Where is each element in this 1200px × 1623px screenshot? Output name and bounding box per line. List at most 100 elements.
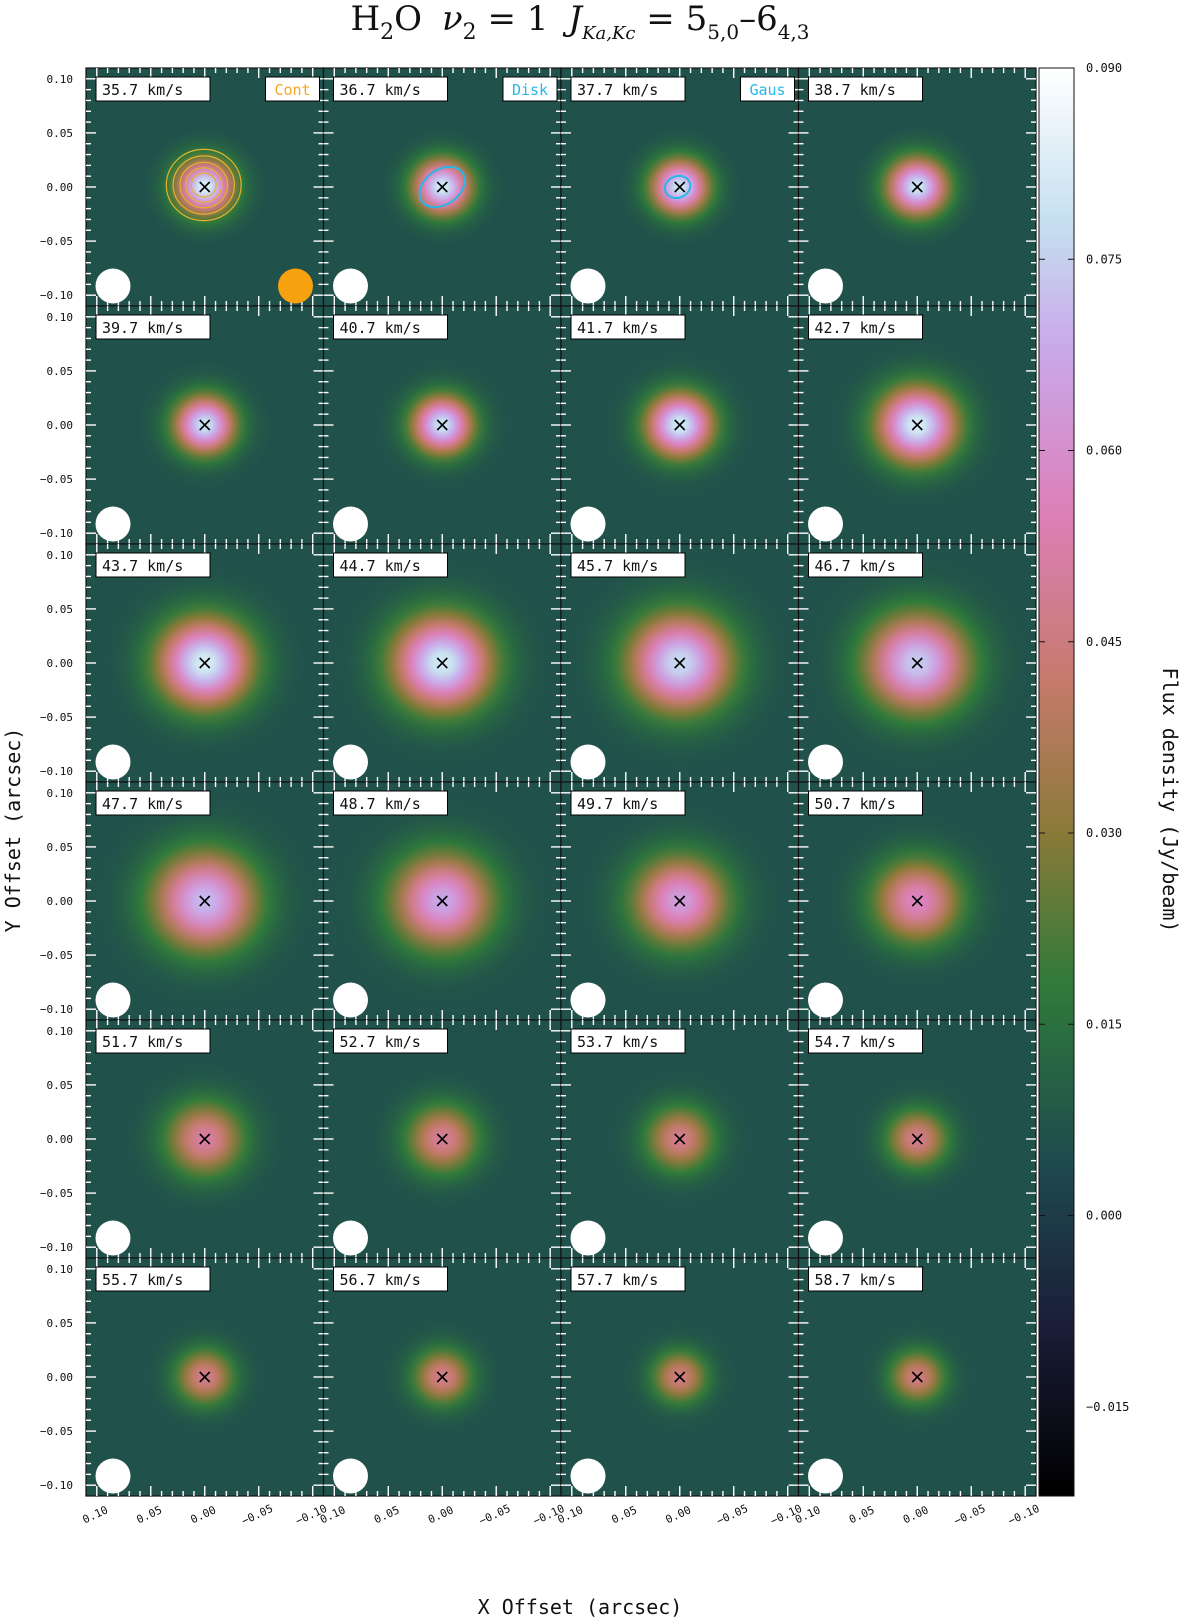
- continuum-peak-marker: [674, 181, 686, 193]
- velocity-label: 38.7 km/s: [808, 76, 923, 102]
- x-tick-label: 0.05: [847, 1503, 877, 1526]
- panel-ticks: [86, 306, 324, 544]
- velocity-label-text: 43.7 km/s: [102, 557, 183, 575]
- beam-ellipse: [95, 982, 131, 1018]
- velocity-label-text: 54.7 km/s: [815, 1033, 896, 1051]
- y-tick-label: 0.00: [47, 1133, 74, 1146]
- y-tick-label: −0.10: [40, 1241, 73, 1254]
- continuum-peak-marker: [199, 1133, 211, 1145]
- velocity-label: 51.7 km/s: [95, 1028, 211, 1054]
- velocity-label: 43.7 km/s: [95, 552, 211, 578]
- continuum-peak-marker: [436, 419, 448, 431]
- y-tick-label: 0.05: [47, 841, 74, 854]
- beam-ellipse: [808, 1458, 843, 1494]
- velocity-label-text: 46.7 km/s: [815, 557, 896, 575]
- velocity-label: 56.7 km/s: [333, 1266, 448, 1292]
- velocity-label: 48.7 km/s: [333, 790, 448, 816]
- y-tick-label: 0.05: [47, 365, 74, 378]
- panel-ticks: [798, 1020, 1036, 1258]
- channel-panel: 51.7 km/s: [85, 1019, 325, 1259]
- channel-panel: 39.7 km/s: [85, 305, 325, 545]
- y-tick-label: 0.10: [47, 1025, 74, 1038]
- y-tick-label: 0.00: [47, 181, 74, 194]
- beam-ellipse: [95, 506, 131, 542]
- disk-model-ellipse: [418, 165, 466, 209]
- continuum-contour: [179, 161, 229, 209]
- colorbar-tick-label: 0.015: [1086, 1017, 1122, 1031]
- model-tag: Disk: [502, 76, 558, 102]
- panel-ticks: [86, 1258, 324, 1496]
- x-tick-label: 0.05: [372, 1503, 402, 1526]
- y-tick-label: −0.05: [40, 1187, 73, 1200]
- x-tick-label: −0.05: [477, 1502, 513, 1528]
- colorbar-tick-label: 0.060: [1086, 444, 1122, 458]
- panel-ticks: [86, 544, 324, 782]
- beam-ellipse: [95, 744, 131, 780]
- velocity-label: 58.7 km/s: [808, 1266, 923, 1292]
- velocity-label-text: 37.7 km/s: [577, 81, 658, 99]
- panel-ticks: [798, 544, 1036, 782]
- panel-grid: 35.7 km/s 36.7 km/s 37.7 km/s 38.7 km/s 39.7…: [40, 67, 1041, 1528]
- colorbar-gradient: [1038, 67, 1075, 1497]
- y-tick-label: 0.10: [47, 311, 74, 324]
- continuum-peak-marker: [674, 1133, 686, 1145]
- colorbar-label: Flux density (Jy/beam): [1158, 668, 1182, 933]
- y-tick-label: −0.05: [40, 1425, 73, 1438]
- panel-ticks: [323, 1258, 561, 1496]
- beam-ellipse: [570, 1220, 606, 1256]
- panel-ticks: [798, 306, 1036, 544]
- gauss-model-ellipse: [663, 174, 692, 200]
- beam-ellipse: [570, 268, 606, 304]
- channel-panel: 58.7 km/s: [797, 1257, 1037, 1497]
- beam-ellipse: [95, 1220, 131, 1256]
- y-tick-label: −0.05: [40, 949, 73, 962]
- channel-panel: 50.7 km/s: [797, 781, 1037, 1021]
- model-tag-text: Disk: [512, 81, 548, 99]
- continuum-contour: [190, 172, 217, 198]
- continuum-peak-marker: [199, 895, 211, 907]
- y-tick-label: −0.10: [40, 527, 73, 540]
- continuum-peak-marker: [436, 1371, 448, 1383]
- channel-panel: 47.7 km/s: [85, 781, 325, 1021]
- velocity-label: 37.7 km/s: [570, 76, 686, 102]
- y-tick-label: 0.10: [47, 73, 74, 86]
- velocity-label: 44.7 km/s: [333, 552, 448, 578]
- x-tick-label: 0.05: [135, 1503, 165, 1526]
- y-tick-label: −0.10: [40, 1479, 73, 1492]
- continuum-peak-marker: [436, 1133, 448, 1145]
- channel-panel: 48.7 km/s: [322, 781, 562, 1021]
- channel-panel: 43.7 km/s: [85, 543, 325, 783]
- colorbar-tick-label: 0.075: [1086, 252, 1122, 266]
- velocity-label-text: 56.7 km/s: [340, 1271, 421, 1289]
- channel-panel: 52.7 km/s: [322, 1019, 562, 1259]
- x-tick-label: 0.00: [664, 1503, 694, 1526]
- colorbar-tick-label: 0.090: [1086, 61, 1122, 75]
- velocity-label: 39.7 km/s: [95, 314, 211, 340]
- colorbar: 0.090 0.075 0.060 0.045 0.030 0.015 0.000 −0.01…: [1038, 61, 1129, 1497]
- velocity-label-text: 48.7 km/s: [340, 795, 421, 813]
- velocity-label: 45.7 km/s: [570, 552, 686, 578]
- velocity-label-text: 42.7 km/s: [815, 319, 896, 337]
- beam-ellipse: [333, 268, 368, 304]
- continuum-contour: [172, 155, 235, 215]
- panel-ticks: [323, 544, 561, 782]
- panel-ticks: [798, 68, 1036, 306]
- y-tick-label: 0.10: [47, 1263, 74, 1276]
- velocity-label-text: 40.7 km/s: [340, 319, 421, 337]
- beam-ellipse: [808, 982, 843, 1018]
- panel-ticks: [323, 1020, 561, 1258]
- continuum-peak-marker: [674, 419, 686, 431]
- channel-panel: 54.7 km/s: [797, 1019, 1037, 1259]
- velocity-label-text: 38.7 km/s: [815, 81, 896, 99]
- velocity-label: 41.7 km/s: [570, 314, 686, 340]
- x-tick-label: 0.10: [81, 1503, 111, 1526]
- channel-panel: 44.7 km/s: [322, 543, 562, 783]
- beam-ellipse: [95, 1458, 131, 1494]
- continuum-peak-marker: [199, 419, 211, 431]
- channel-panel: 55.7 km/s: [85, 1257, 325, 1497]
- continuum-beam: [278, 268, 313, 304]
- x-tick-label: 0.00: [901, 1503, 931, 1526]
- continuum-peak-marker: [911, 657, 923, 669]
- panel-ticks: [561, 1020, 799, 1258]
